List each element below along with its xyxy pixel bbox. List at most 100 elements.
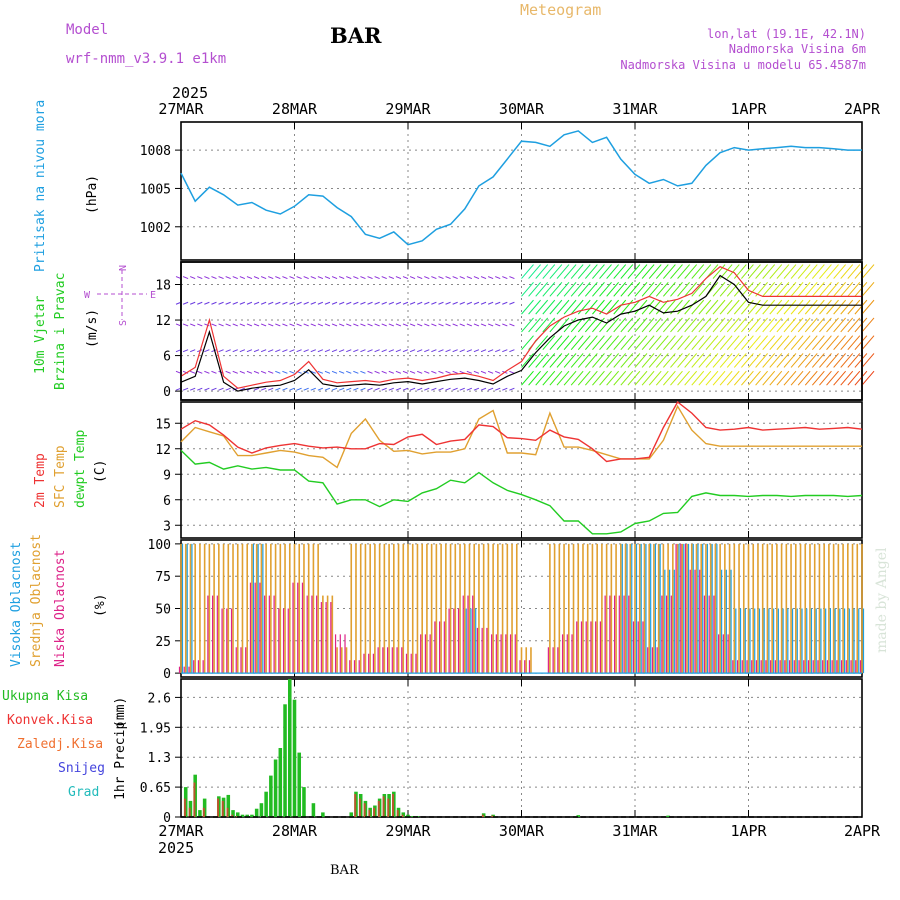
wind-arrow	[225, 276, 231, 280]
dewpoint-line	[180, 449, 863, 535]
convective-rain-bar	[183, 798, 186, 817]
wind-arrow	[260, 387, 267, 391]
wind-arrow	[741, 335, 754, 350]
wind-arrow	[549, 370, 563, 386]
wind-arrow	[182, 276, 189, 280]
wind-arrow	[648, 335, 662, 350]
wind-arrow	[542, 299, 556, 315]
wind-arrow	[509, 323, 515, 327]
wind-arrow	[592, 317, 605, 333]
convective-rain-bar	[401, 814, 404, 817]
wind-arrow	[755, 370, 768, 386]
wind-arrow	[239, 370, 246, 374]
wind-arrow	[466, 301, 473, 305]
wind-arrow	[804, 335, 818, 350]
wind-arrow	[819, 370, 832, 386]
wind-arrow	[204, 370, 210, 374]
wind-arrow	[218, 276, 224, 280]
wind-arrow	[833, 317, 847, 333]
wind-arrow	[431, 276, 437, 280]
wind-arrow	[239, 276, 246, 280]
product-title: Meteogram	[520, 1, 601, 19]
temp-ylabel-3: dewpt Temp	[73, 430, 88, 508]
wind-arrow	[395, 301, 402, 305]
wind-arrow	[776, 282, 790, 297]
wind-arrow	[662, 353, 676, 368]
wind-arrow	[502, 301, 508, 305]
wind-arrow	[317, 323, 324, 327]
wind-arrow	[282, 387, 288, 391]
wind-arrow	[620, 317, 634, 333]
wind-arrow	[346, 370, 352, 374]
top-date-labels: 27MAR 28MAR 29MAR 30MAR 31MAR 1APR 2APR	[158, 100, 881, 118]
wind-arrow	[480, 349, 487, 353]
wind-arrow	[289, 276, 295, 280]
wind-arrow	[783, 282, 797, 297]
wind-arrow	[275, 349, 281, 353]
elevation-text: Nadmorska Visina 6m	[729, 42, 866, 56]
compass-east: E	[150, 290, 156, 301]
cloud-panel: 0 25 50 75 100	[148, 538, 865, 682]
wind-arrow	[861, 317, 875, 333]
wind-arrow	[275, 301, 281, 305]
wind-arrow	[521, 317, 534, 333]
wind-arrow	[374, 323, 380, 327]
wind-arrow	[409, 370, 416, 374]
wind-arrow	[698, 335, 712, 350]
wind-arrow	[719, 282, 733, 297]
wind-arrow	[381, 301, 387, 305]
wind-arrow	[811, 264, 825, 279]
wind-arrow	[577, 282, 591, 297]
wind-arrow	[360, 323, 366, 327]
wind-arrow	[542, 335, 556, 350]
wind-arrow	[487, 301, 494, 305]
pressure-panel: 1002 1005 1008	[140, 121, 863, 261]
wind-arrow	[535, 353, 549, 368]
wind-arrow	[296, 301, 302, 305]
wind-arrow	[854, 317, 868, 333]
wind-arrow	[452, 301, 458, 305]
wind-arrow	[826, 317, 839, 333]
wind-arrow	[282, 323, 288, 327]
bottom-date-label: 2APR	[844, 822, 881, 840]
wind-arrow	[854, 335, 868, 350]
wind-arrow	[584, 282, 598, 297]
wind-arrow	[246, 370, 253, 374]
wind-arrow	[438, 301, 444, 305]
wind-arrow	[684, 264, 698, 279]
wind-arrow	[627, 335, 641, 350]
total-rain-bar	[235, 812, 240, 817]
cloud-ylabel-high: Visoka Oblacnost	[9, 542, 24, 667]
wind-arrow	[197, 276, 203, 280]
wind-arrow	[528, 282, 541, 297]
cloud-ylabel-mid: Srednja Oblacnost	[29, 534, 44, 667]
wind-arrow	[677, 299, 690, 315]
wind-arrow	[480, 276, 487, 280]
wind-arrow	[563, 335, 577, 350]
wind-arrow	[535, 317, 549, 333]
wind-arrow	[402, 276, 409, 280]
wind-arrow	[641, 282, 655, 297]
wind-arrow	[634, 317, 648, 333]
wind-arrow	[783, 264, 797, 279]
y-tick-label: 0	[163, 811, 171, 826]
y-tick-label: 3	[163, 519, 171, 534]
wind-arrow	[755, 299, 768, 315]
wind-arrow	[819, 264, 832, 279]
wind-arrow	[310, 370, 316, 374]
wind-arrow	[698, 299, 712, 315]
wind-arrow	[225, 323, 231, 327]
wind-arrow	[452, 370, 458, 374]
wind-arrow	[521, 282, 534, 297]
wind-arrow	[338, 276, 345, 280]
wind-arrow	[599, 370, 612, 386]
wind-arrow	[847, 353, 861, 368]
wind-arrow	[719, 353, 733, 368]
wind-arrow	[424, 387, 430, 391]
wind-arrow	[741, 299, 754, 315]
wind-arrow	[218, 387, 224, 391]
t2m-line	[180, 400, 863, 463]
wind-arrow	[698, 264, 712, 279]
wind-arrow	[331, 387, 338, 391]
wind-arrow	[811, 282, 825, 297]
